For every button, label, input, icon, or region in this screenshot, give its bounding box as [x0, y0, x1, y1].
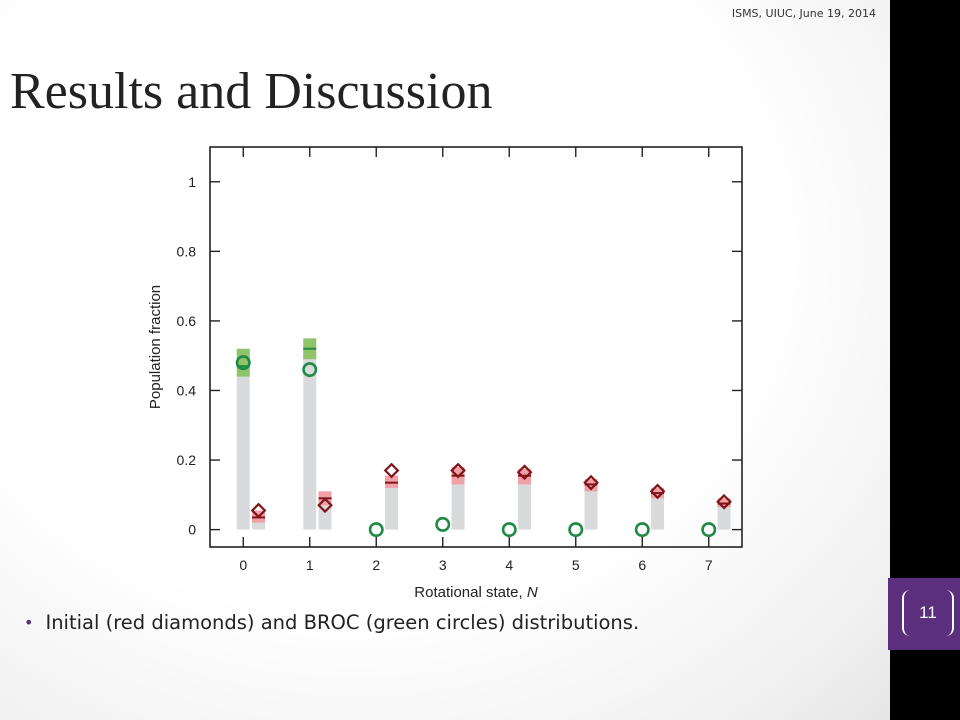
x-tick-label-0: 0: [239, 557, 247, 573]
y-tick-label-4: 0.8: [177, 243, 197, 259]
bar-2: [303, 348, 317, 530]
red-diamond-point-4: [516, 464, 533, 481]
bar-6: [518, 473, 532, 530]
bullet-item: • Initial (red diamonds) and BROC (green…: [24, 611, 884, 634]
y-tick-label-3: 0.6: [177, 313, 197, 329]
x-tick-label-1: 1: [306, 557, 314, 573]
y-tick-label-1: 0.2: [177, 452, 197, 468]
red-diamond-point-3: [450, 462, 466, 479]
bar-4: [385, 477, 399, 530]
x-tick-label-5: 5: [572, 557, 580, 573]
green-circle-point-0: [235, 355, 251, 371]
y-axis-label: Population fraction: [147, 285, 164, 409]
bar-7: [584, 482, 598, 530]
green-circle-point-6: [634, 522, 650, 538]
plot-frame: [209, 146, 743, 548]
y-tick-label-5: 1: [188, 174, 196, 190]
y-tick-label-0: 0: [188, 522, 196, 538]
bar-8: [651, 491, 665, 530]
bullet-text: Initial (red diamonds) and BROC (green c…: [45, 611, 640, 634]
green-circle-point-2: [368, 522, 384, 538]
red-diamond-point-5: [583, 474, 599, 491]
green-circle-point-1: [302, 362, 318, 378]
x-axis-label: Rotational state, N: [414, 584, 538, 601]
red-diamond-point-2: [383, 462, 400, 479]
population-chart: 0 0.2 0.4 0.6 0.8 1 0 1 2 3 4 5 6 7 Rotational state, …: [147, 146, 743, 601]
red-diamond-point-0: [250, 502, 267, 519]
bullet-dot-icon: •: [24, 613, 34, 632]
red-diamond-point-1: [317, 497, 333, 514]
x-tick-label-4: 4: [505, 557, 513, 573]
x-tick-label-7: 7: [705, 557, 713, 573]
y-tick-label-2: 0.4: [177, 382, 197, 398]
x-tick-label-6: 6: [638, 557, 646, 573]
bar-9: [717, 501, 731, 530]
green-circle-point-3: [435, 516, 451, 532]
green-circle-point-7: [701, 522, 717, 538]
x-tick-label-2: 2: [372, 557, 380, 573]
red-diamond-point-7: [716, 493, 732, 510]
green-circle-point-4: [501, 522, 517, 538]
green-circle-point-5: [568, 522, 584, 538]
bar-0: [236, 362, 250, 530]
bar-5: [451, 472, 465, 530]
header-note: ISMS, UIUC, June 19, 2014: [731, 7, 876, 20]
slide-number: 11: [902, 590, 954, 636]
bar-band-0: [236, 348, 250, 377]
slide-title: Results and Discussion: [10, 63, 493, 120]
x-tick-label-3: 3: [439, 557, 447, 573]
red-diamond-point-6: [649, 483, 666, 500]
